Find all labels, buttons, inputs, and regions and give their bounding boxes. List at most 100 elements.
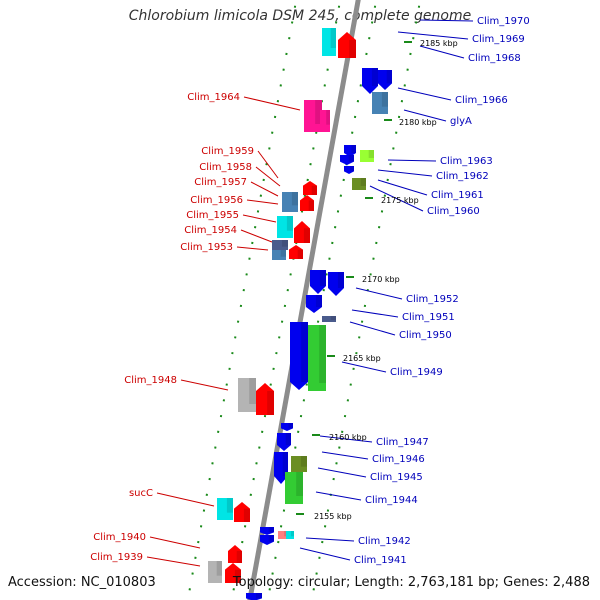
tick-label: 2180 kbp [399, 118, 437, 127]
gene-clim-1951 [306, 295, 322, 313]
gene-clim-1940 [228, 545, 242, 563]
gene-label-clim-1941: Clim_1941 [354, 555, 407, 566]
label-leaders [146, 19, 474, 567]
gene-label-clim-1954: Clim_1954 [184, 225, 237, 236]
leader-clim-1958 [255, 166, 281, 187]
tick-label: 2170 kbp [362, 275, 400, 284]
leader-clim-1951 [351, 309, 399, 318]
gene-label-clim-1960: Clim_1960 [427, 206, 480, 217]
gene-clim-1954 [272, 240, 288, 250]
gene-succ [217, 498, 233, 520]
gene-label-clim-1966: Clim_1966 [455, 95, 508, 106]
gene-clim-1960 [352, 178, 366, 190]
tick-labels: 2185 kbp 2180 kbp 2175 kbp 2170 kbp 2165 kbp… [296, 39, 458, 521]
leader-clim-1942 [305, 537, 355, 542]
gene-glya [372, 92, 388, 114]
tick-label: 2185 kbp [420, 39, 458, 48]
gene-label-clim-1956: Clim_1956 [190, 195, 243, 206]
gene-succ-red [234, 502, 250, 522]
gene-label-clim-1968: Clim_1968 [468, 53, 521, 64]
genome-summary-text: Topology: circular; Length: 2,763,181 bp… [232, 575, 590, 590]
leader-clim-1970 [419, 19, 474, 22]
leader-clim-1944 [315, 491, 362, 501]
leader-clim-1945 [317, 467, 367, 478]
leader-clim-1963 [387, 159, 437, 162]
leader-clim-1957 [250, 181, 279, 197]
gene-label-clim-1951: Clim_1951 [402, 312, 455, 323]
gene-clim-1948-gray [238, 378, 256, 412]
gene-label-clim-1942: Clim_1942 [358, 536, 411, 547]
gene-label-glya: glyA [450, 116, 472, 127]
gene-clim-1952b [328, 272, 344, 296]
gene-clim-1963-green [360, 150, 374, 162]
gene-clim-1953 [272, 250, 286, 260]
gene-clim-1963 [344, 145, 356, 157]
leader-succ [156, 492, 215, 507]
gene-clim-1942-cyan [286, 531, 294, 539]
leader-clim-1946 [321, 451, 369, 460]
gene-clim-1957 [282, 192, 298, 212]
gene-clim-1970-block [322, 28, 336, 56]
leader-clim-1955 [242, 214, 277, 223]
gene-clim-1959 [303, 181, 317, 195]
gene-label-clim-1961: Clim_1961 [431, 190, 484, 201]
leader-clim-1956 [246, 199, 279, 205]
leader-clim-1953 [236, 246, 269, 251]
tick-label: 2175 kbp [381, 196, 419, 205]
gene-clim-1946 [277, 433, 291, 451]
genome-title: Chlorobium limicola DSM 245, complete ge… [128, 8, 472, 24]
gene-clim-1962 [340, 155, 354, 165]
gene-label-clim-1963: Clim_1963 [440, 156, 493, 167]
gene-label-clim-1969: Clim_1969 [472, 34, 525, 45]
gene-clim-1955 [294, 221, 310, 243]
gene-clim-1956 [277, 216, 293, 238]
leader-clim-1940 [149, 536, 201, 549]
gene-features [208, 28, 392, 600]
leader-clim-1961 [377, 179, 428, 196]
gene-clim-1947 [281, 423, 293, 431]
gene-label-clim-1958: Clim_1958 [199, 162, 252, 173]
gene-clim-1948 [256, 383, 274, 415]
gene-label-clim-1949: Clim_1949 [390, 367, 443, 378]
leader-clim-1952 [355, 287, 403, 300]
gene-clim-1966a [362, 68, 378, 94]
leader-clim-1959 [257, 150, 279, 179]
leader-clim-1950 [349, 321, 396, 336]
gene-label-clim-1945: Clim_1945 [370, 472, 423, 483]
accession-text: Accession: NC_010803 [8, 575, 156, 590]
gene-clim-1945 [274, 452, 288, 484]
gene-clim-1966b [378, 70, 392, 90]
gene-label-clim-1959: Clim_1959 [201, 146, 254, 157]
gene-clim-1941 [260, 535, 274, 545]
gene-label-clim-1940: Clim_1940 [93, 532, 146, 543]
leader-clim-1948 [180, 379, 229, 391]
gene-clim-1952a [310, 270, 326, 294]
leader-clim-1949 [341, 361, 387, 373]
gene-clim-1944 [285, 472, 303, 504]
gene-red-top [338, 32, 356, 58]
tick-label: 2165 kbp [343, 354, 381, 363]
gene-label-clim-1957: Clim_1957 [194, 177, 247, 188]
gene-clim-1964b [320, 110, 330, 132]
tick-label: 2160 kbp [329, 433, 367, 442]
gene-label-clim-1939: Clim_1939 [90, 552, 143, 563]
gene-label-clim-1952: Clim_1952 [406, 294, 459, 305]
gene-label-clim-1947: Clim_1947 [376, 437, 429, 448]
leader-clim-1960 [369, 185, 424, 212]
leader-clim-1968 [419, 45, 465, 59]
leader-glya [403, 109, 447, 122]
leader-clim-1969 [397, 31, 469, 40]
gene-clim-1939 [225, 563, 241, 583]
gene-label-clim-1964: Clim_1964 [187, 92, 240, 103]
gene-clim-1944-olive [291, 456, 307, 472]
genome-backbone [247, 0, 361, 600]
gene-label-clim-1950: Clim_1950 [399, 330, 452, 341]
leader-clim-1941 [299, 547, 351, 561]
leader-clim-1964 [243, 96, 301, 111]
gene-label-clim-1948: Clim_1948 [124, 375, 177, 386]
gene-clim-1942 [260, 527, 274, 535]
tick-label: 2155 kbp [314, 512, 352, 521]
gene-clim-1939-gray [208, 561, 222, 583]
gene-label-clim-1955: Clim_1955 [186, 210, 239, 221]
